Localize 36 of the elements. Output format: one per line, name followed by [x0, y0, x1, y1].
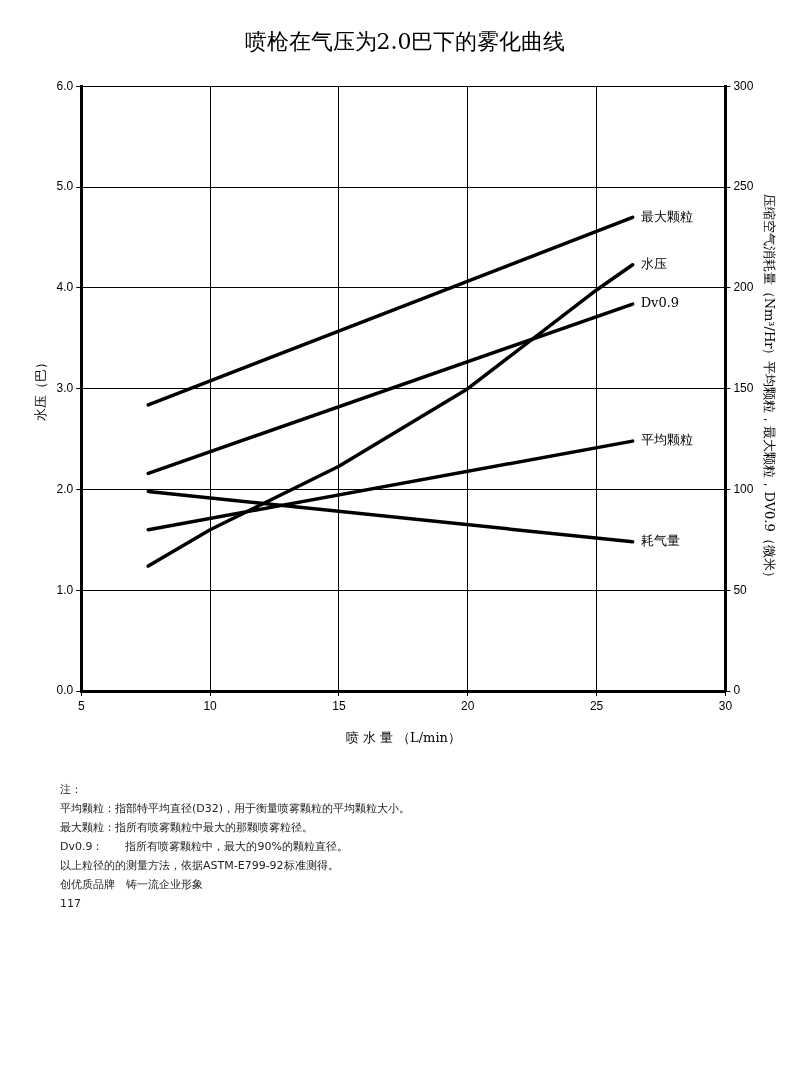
y2-tick-label: 250 [733, 179, 754, 194]
text: Dv0.9： 指所有喷雾颗粒中，最大的90%的颗粒直径。 [60, 839, 349, 855]
y2-tick-label: 200 [733, 280, 754, 295]
y2-tick-label: 150 [733, 381, 754, 396]
y-axis-title: 水压（巴） [33, 356, 49, 422]
y-tick-label: 0.0 [56, 683, 74, 698]
series-label: 平均颗粒 [640, 432, 693, 448]
y-tick-label: 6.0 [56, 78, 74, 93]
x-tick-label: 10 [203, 698, 218, 713]
x-tick-label: 15 [332, 698, 346, 713]
text: 以上粒径的的测量方法，依据ASTM-E799-92标准测得。 [60, 858, 340, 874]
y-tick-label: 4.0 [56, 280, 74, 295]
series-label: Dv0.9 [640, 295, 680, 311]
y2-axis-title: 压缩空气消耗量（Nm³/Hr）平均颗粒，最大颗粒，DV0.9（微米） [761, 193, 777, 584]
y2-tick-label: 100 [733, 481, 754, 496]
chart-title: 喷枪在气压为2.0巴下的雾化曲线 [244, 28, 566, 54]
y2-tick-label: 300 [733, 78, 754, 93]
y-tick-label: 3.0 [56, 381, 74, 396]
series-label: 耗气量 [640, 533, 680, 549]
text: 117 [60, 896, 82, 912]
y2-tick-label: 0 [733, 683, 741, 698]
text: 平均颗粒：指部特平均直径(D32)，用于衡量喷雾颗粒的平均颗粒大小。 [60, 801, 412, 817]
x-tick-label: 5 [77, 698, 85, 713]
y-tick-label: 1.0 [56, 582, 74, 597]
text: 创优质品牌 铸一流企业形象 [60, 877, 204, 893]
y-tick-label: 5.0 [56, 179, 74, 194]
text: 注： [60, 782, 83, 798]
y2-tick-label: 50 [733, 582, 748, 597]
text: 最大颗粒：指所有喷雾颗粒中最大的那颗喷雾粒径。 [60, 820, 314, 836]
y-tick-label: 2.0 [56, 481, 74, 496]
x-tick-label: 30 [718, 698, 733, 713]
series-label: 水压 [640, 256, 667, 272]
x-tick-label: 25 [589, 698, 604, 713]
x-axis-title: 喷 水 量 （L/min） [345, 729, 461, 745]
x-tick-label: 20 [461, 698, 475, 713]
series-label: 最大颗粒 [640, 208, 693, 224]
